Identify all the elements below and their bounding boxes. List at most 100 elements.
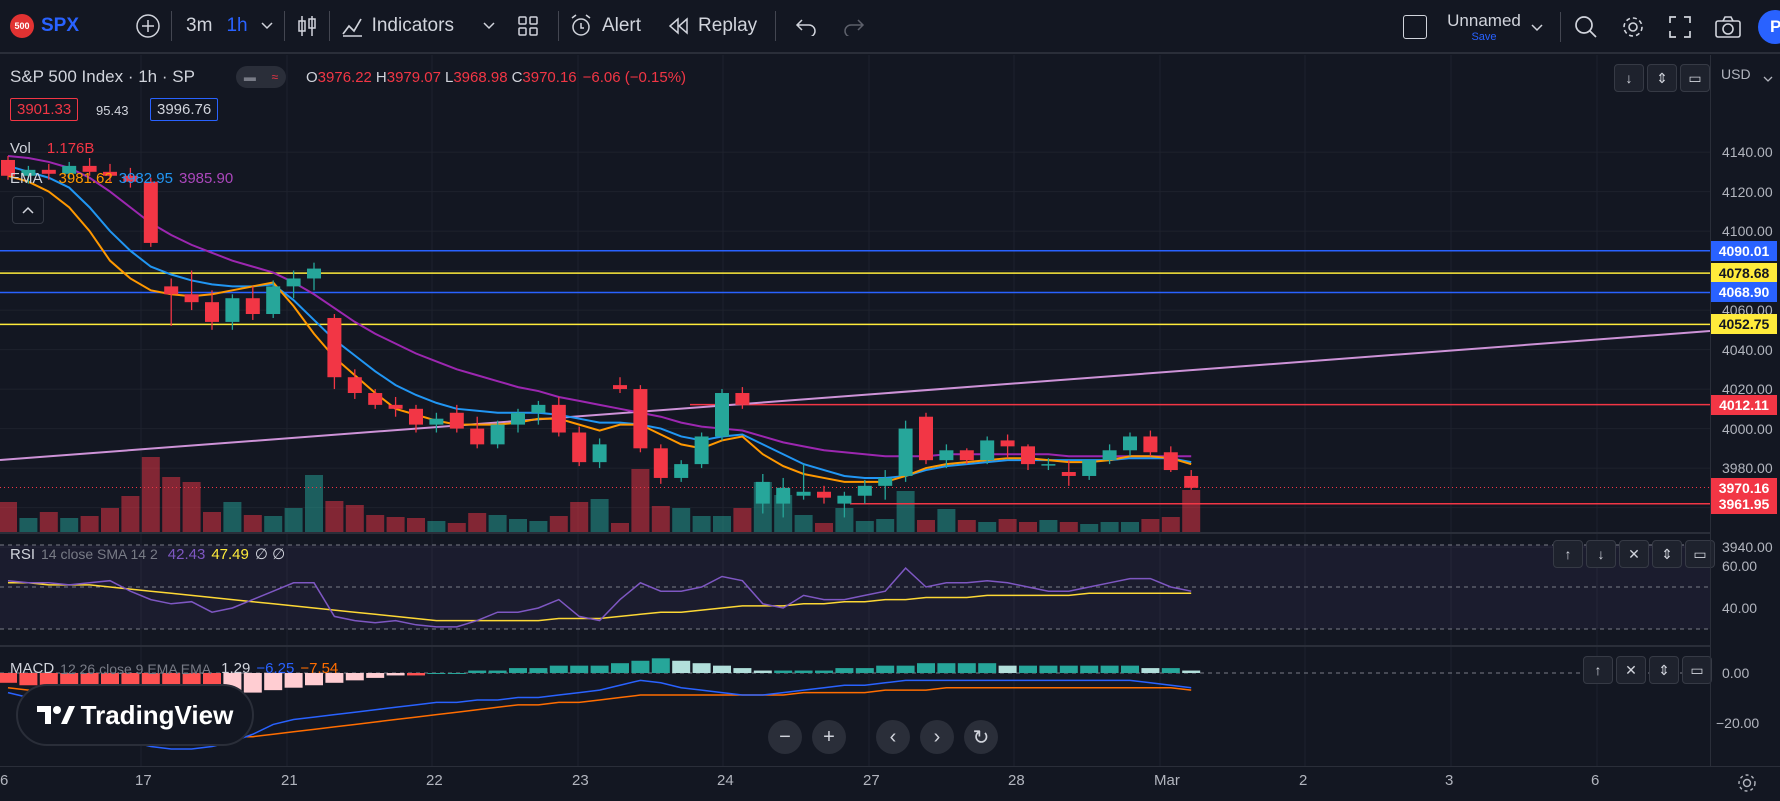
undo-icon xyxy=(796,19,816,36)
macd-histogram-bar xyxy=(264,673,283,691)
macd-histogram-bar xyxy=(447,673,466,674)
price-scale[interactable]: USD xyxy=(1710,55,1780,766)
candle-body xyxy=(878,477,893,486)
pane-maximize-button[interactable]: ▭ xyxy=(1680,64,1710,92)
candle-body xyxy=(368,393,383,405)
pane-move-down-button[interactable]: ↓ xyxy=(1614,64,1644,92)
currency-dropdown[interactable] xyxy=(1763,71,1773,88)
price-tag[interactable]: 4078.68 xyxy=(1711,263,1777,284)
candle-body xyxy=(327,317,342,378)
fullscreen-button[interactable] xyxy=(1667,14,1693,44)
layouts-button[interactable] xyxy=(516,0,540,53)
macd-collapse-button[interactable]: ⇕ xyxy=(1649,656,1679,684)
plus-circle-icon xyxy=(136,14,160,38)
volume-bar xyxy=(713,516,731,532)
volume-bar xyxy=(1100,522,1119,532)
scroll-left-button[interactable]: ‹ xyxy=(876,720,910,754)
search-button[interactable] xyxy=(1573,14,1599,44)
interval-3m-button[interactable]: 3m xyxy=(186,15,213,36)
volume-bar xyxy=(366,515,385,532)
volume-bar xyxy=(937,509,956,532)
alert-button[interactable]: Alert xyxy=(569,0,641,53)
rsi-legend: RSI 14 close SMA 14 2 42.43 47.49 ∅ ∅ xyxy=(10,545,285,564)
candle-body xyxy=(82,165,97,172)
candle-body xyxy=(1184,475,1199,488)
price-axis-label: 4100.00 xyxy=(1722,223,1773,240)
symbol-logo[interactable]: 500 xyxy=(10,14,34,38)
candle-body xyxy=(857,485,872,496)
legend-visibility-toggle[interactable]: ▬ ≈ xyxy=(236,66,286,88)
buy-price-button[interactable]: 3996.76 xyxy=(150,98,219,121)
zoom-nav-group: − + xyxy=(768,720,856,754)
price-tag[interactable]: 3961.95 xyxy=(1711,493,1777,514)
zoom-in-button[interactable]: + xyxy=(812,720,846,754)
layout-name-button[interactable]: Unnamed Save xyxy=(1444,11,1524,43)
rsi-delete-button[interactable]: ✕ xyxy=(1619,540,1649,568)
macd-maximize-button[interactable]: ▭ xyxy=(1682,656,1712,684)
macd-histogram-bar xyxy=(488,670,507,673)
sell-price-button[interactable]: 3901.33 xyxy=(10,98,79,121)
rsi-collapse-button[interactable]: ⇕ xyxy=(1652,540,1682,568)
collapse-legend-button[interactable] xyxy=(12,196,44,224)
interval-dropdown-button[interactable] xyxy=(260,0,274,53)
macd-histogram-bar xyxy=(529,668,548,673)
tv-logo-icon xyxy=(36,706,75,724)
settings-button[interactable] xyxy=(1620,14,1646,44)
camera-icon xyxy=(1715,16,1741,38)
add-symbol-button[interactable] xyxy=(135,0,161,53)
candle-body xyxy=(837,495,852,504)
indicators-icon xyxy=(341,18,362,37)
scroll-right-button[interactable]: › xyxy=(920,720,954,754)
time-axis-label: 17 xyxy=(135,772,152,789)
chart-canvas[interactable] xyxy=(0,55,1710,766)
candle-body xyxy=(1163,452,1178,471)
snapshot-button[interactable] xyxy=(1714,14,1742,44)
symbol-search-button[interactable]: SPX xyxy=(41,15,80,36)
price-tag[interactable]: 4012.11 xyxy=(1711,394,1777,415)
time-axis[interactable] xyxy=(0,766,1780,801)
undo-button[interactable] xyxy=(794,0,818,53)
macd-histogram-bar xyxy=(1161,668,1180,673)
chart-type-button[interactable] xyxy=(295,0,319,53)
chart-settings-button[interactable] xyxy=(1736,772,1758,798)
macd-move-up-button[interactable]: ↑ xyxy=(1583,656,1613,684)
candle-body xyxy=(796,491,811,496)
redo-button[interactable] xyxy=(842,0,866,53)
ema-value-fast: 3981.62 xyxy=(58,170,113,187)
price-tag[interactable]: 4090.01 xyxy=(1711,240,1777,261)
search-icon xyxy=(1575,16,1597,38)
candle-body xyxy=(755,481,770,504)
profile-avatar[interactable]: P xyxy=(1758,10,1780,44)
candle-body xyxy=(225,298,240,322)
candle-body xyxy=(633,389,648,449)
rsi-move-down-button[interactable]: ↓ xyxy=(1586,540,1616,568)
price-tag[interactable]: 3970.16 xyxy=(1711,477,1777,498)
rsi-move-up-button[interactable]: ↑ xyxy=(1553,540,1583,568)
volume-bar xyxy=(917,520,935,532)
ema-value-slow: 3985.90 xyxy=(178,170,234,187)
reset-chart-button[interactable]: ↻ xyxy=(964,720,998,754)
macd-delete-button[interactable]: ✕ xyxy=(1616,656,1646,684)
tradingview-logo[interactable]: TradingView xyxy=(16,684,254,746)
volume-bar xyxy=(264,516,283,532)
indicators-button[interactable]: Indicators xyxy=(340,0,454,53)
layout-dropdown-button[interactable] xyxy=(1530,20,1544,37)
candle-body xyxy=(572,432,587,463)
price-axis-label: 4040.00 xyxy=(1722,341,1773,358)
time-axis-label: 6 xyxy=(0,772,9,789)
candle-body xyxy=(1082,460,1097,476)
zoom-out-button[interactable]: − xyxy=(768,720,802,754)
price-tag[interactable]: 4052.75 xyxy=(1711,314,1777,335)
pane-collapse-button[interactable]: ⇕ xyxy=(1647,64,1677,92)
candle-body xyxy=(613,385,627,390)
interval-1h-button[interactable]: 1h xyxy=(226,15,248,36)
price-tag[interactable]: 4068.90 xyxy=(1711,282,1777,303)
gear-icon xyxy=(1738,774,1756,792)
macd-histogram-bar xyxy=(427,673,446,674)
layout-name: Unnamed xyxy=(1447,11,1521,30)
indicators-dropdown-button[interactable] xyxy=(482,0,496,53)
macd-histogram-bar xyxy=(549,665,568,673)
replay-button[interactable]: Replay xyxy=(667,0,757,53)
select-layout-checkbox[interactable] xyxy=(1403,15,1427,39)
indicators-label: Indicators xyxy=(371,15,454,36)
